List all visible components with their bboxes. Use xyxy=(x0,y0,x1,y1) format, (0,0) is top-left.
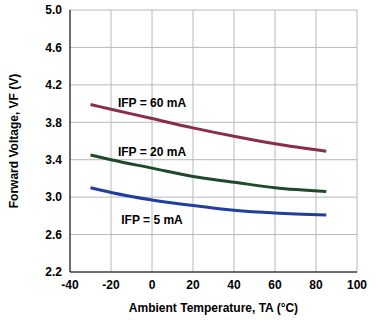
svg-text:IFP = 60 mA: IFP = 60 mA xyxy=(118,96,186,110)
svg-text:3.4: 3.4 xyxy=(45,153,62,167)
svg-text:5.0: 5.0 xyxy=(45,3,62,17)
svg-text:0: 0 xyxy=(149,278,156,292)
svg-text:IFP = 5 mA: IFP = 5 mA xyxy=(121,213,183,227)
svg-text:Ambient Temperature, TA (°C): Ambient Temperature, TA (°C) xyxy=(129,301,298,315)
svg-text:60: 60 xyxy=(268,278,282,292)
svg-text:4.6: 4.6 xyxy=(45,41,62,55)
svg-text:Forward Voltage, VF (V): Forward Voltage, VF (V) xyxy=(8,74,21,208)
svg-text:-40: -40 xyxy=(61,278,79,292)
svg-text:40: 40 xyxy=(227,278,241,292)
svg-text:2.2: 2.2 xyxy=(45,265,62,279)
svg-text:3.0: 3.0 xyxy=(45,190,62,204)
svg-text:4.2: 4.2 xyxy=(45,78,62,92)
svg-text:IFP = 20 mA: IFP = 20 mA xyxy=(118,145,186,159)
svg-text:-20: -20 xyxy=(102,278,120,292)
svg-text:3.8: 3.8 xyxy=(45,116,62,130)
svg-text:20: 20 xyxy=(186,278,200,292)
svg-text:2.6: 2.6 xyxy=(45,228,62,242)
svg-text:100: 100 xyxy=(347,278,367,292)
svg-text:80: 80 xyxy=(309,278,323,292)
